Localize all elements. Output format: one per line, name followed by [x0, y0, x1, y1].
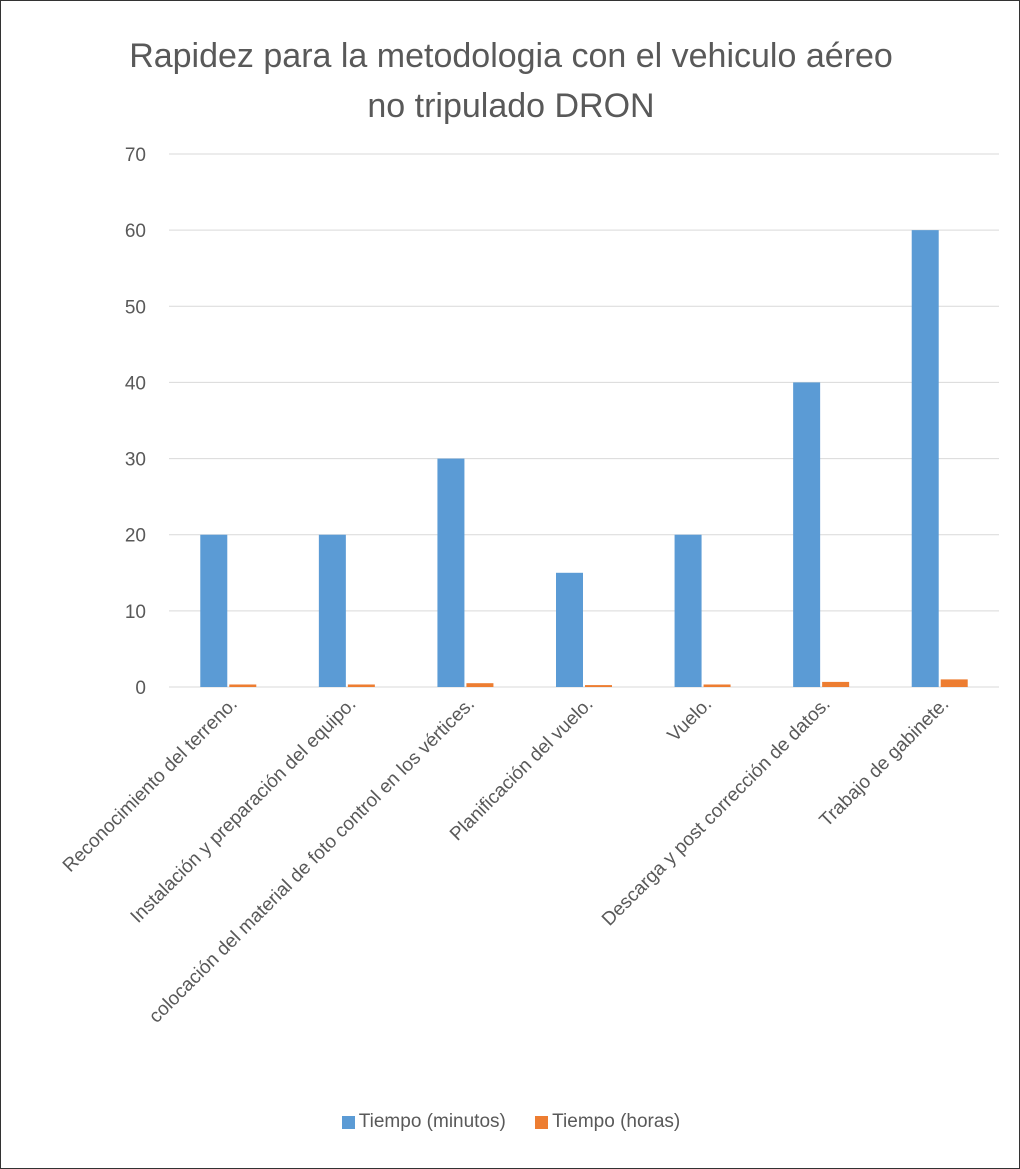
chart-title-line-2: no tripulado DRON	[367, 87, 655, 125]
bar-series-1-cat-2	[318, 534, 346, 687]
y-tick-label-7: 70	[125, 145, 146, 166]
bar-series-2-cat-3	[466, 683, 494, 687]
bar-series-1-cat-3	[437, 458, 465, 687]
chart-title-line-1: Rapidez para la metodologia con el vehic…	[129, 37, 893, 75]
bar-series-2-cat-5	[703, 684, 731, 687]
legend-label-series-2: Tiempo (horas)	[552, 1111, 681, 1132]
x-category-label-7: Trabajo de gabinete.	[816, 694, 954, 832]
bar-series-2-cat-6	[822, 681, 850, 687]
y-tick-label-5: 50	[125, 297, 146, 318]
y-tick-label-2: 20	[125, 526, 146, 547]
bar-series-2-cat-2	[347, 684, 375, 687]
y-tick-label-3: 30	[125, 450, 146, 471]
y-tick-label-0: 0	[135, 678, 146, 699]
x-category-label-5: Vuelo.	[664, 694, 716, 746]
bar-series-2-cat-7	[940, 679, 968, 687]
x-category-label-6: Descarga y post corrección de datos.	[598, 694, 835, 931]
bar-series-1-cat-6	[793, 382, 821, 687]
x-category-label-2: Instalación y preparación del equipo.	[127, 694, 361, 928]
legend-item-series-1: Tiempo (minutos)	[341, 1111, 506, 1133]
legend-swatch-series-2	[535, 1115, 549, 1129]
y-tick-label-4: 40	[125, 373, 146, 394]
legend-swatch-series-1	[341, 1115, 355, 1129]
y-tick-label-1: 10	[125, 602, 146, 623]
bar-series-1-cat-1	[200, 534, 228, 687]
y-tick-label-6: 60	[125, 221, 146, 242]
bar-series-1-cat-4	[556, 572, 583, 687]
bar-series-2-cat-1	[229, 684, 257, 687]
legend-item-series-2: Tiempo (horas)	[535, 1111, 680, 1133]
chart-title: Rapidez para la metodologia con el vehic…	[61, 31, 961, 131]
legend-label-series-1: Tiempo (minutos)	[358, 1111, 506, 1132]
bar-series-1-cat-5	[674, 534, 702, 687]
bar-series-2-cat-4	[585, 685, 612, 687]
bar-series-1-cat-7	[911, 230, 939, 687]
chart-legend: Tiempo (minutos) Tiempo (horas)	[1, 1111, 1020, 1135]
